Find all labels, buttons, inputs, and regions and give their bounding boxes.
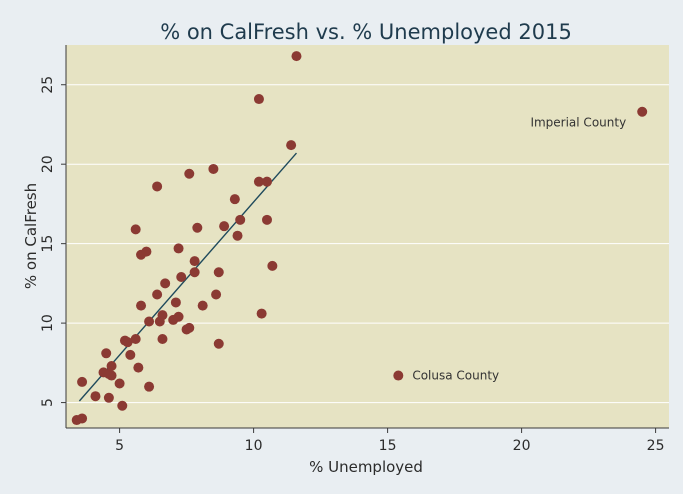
point-annotation: Imperial County (530, 116, 626, 130)
scatter-point (235, 214, 246, 225)
scatter-point (637, 106, 648, 117)
scatter-point (152, 181, 163, 192)
scatter-point (122, 337, 133, 348)
scatter-point (189, 267, 200, 278)
scatter-point (192, 222, 203, 233)
x-tick-label: 15 (379, 438, 397, 454)
scatter-point (189, 256, 200, 267)
scatter-point (229, 194, 240, 205)
gridlines (66, 84, 669, 404)
scatter-point (114, 378, 125, 389)
scatter-point (106, 361, 117, 372)
scatter-point (232, 230, 243, 241)
scatter-point (117, 400, 128, 411)
point-annotation: Colusa County (412, 369, 499, 383)
x-tick-label: 10 (245, 438, 263, 454)
chart-title: % on CalFresh vs. % Unemployed 2015 (160, 20, 572, 44)
scatter-point (141, 246, 152, 257)
scatter-point (90, 391, 101, 402)
annotation-layer: Imperial County Colusa County (412, 116, 626, 383)
scatter-point (176, 272, 187, 283)
scatter-point (286, 140, 297, 151)
x-tick-label: 25 (647, 438, 665, 454)
scatter-point (160, 278, 171, 289)
scatter-point (173, 243, 184, 254)
scatter-point (211, 289, 222, 300)
y-axis-title: % on CalFresh (22, 183, 40, 289)
scatter-point (253, 176, 264, 187)
scatter-point (267, 260, 278, 271)
scatter-point (133, 362, 144, 373)
scatter-point (144, 381, 155, 392)
scatter-point (262, 214, 272, 225)
scatter-point (125, 349, 136, 360)
scatter-point (253, 94, 264, 105)
scatter-point (77, 376, 88, 387)
scatter-point (144, 316, 155, 327)
scatter-point (184, 168, 195, 179)
y-tick-label: 15 (40, 235, 56, 253)
x-axis-title: % Unemployed (309, 458, 423, 476)
scatter-point (197, 300, 208, 311)
scatter-point (208, 163, 219, 174)
scatter-point (291, 51, 302, 62)
scatter-point (256, 308, 267, 319)
x-tick-label: 20 (513, 438, 531, 454)
y-tick-label: 25 (40, 76, 56, 94)
scatter-point (170, 297, 181, 308)
plot-area (66, 45, 669, 428)
scatter-point (136, 300, 147, 311)
scatter-point (213, 338, 224, 349)
y-tick-label: 20 (40, 155, 56, 173)
x-tick-label: 5 (115, 438, 124, 454)
y-tick-label: 10 (40, 314, 56, 332)
fit-line-layer (78, 152, 298, 402)
y-tick-label: 5 (40, 398, 56, 407)
scatter-point (157, 334, 168, 345)
scatter-point (106, 370, 117, 381)
scatter-point (262, 176, 272, 187)
scatter-point (184, 322, 195, 333)
scatter-point (393, 370, 404, 381)
scatter-point (101, 348, 112, 359)
scatter-point (157, 310, 168, 321)
scatter-point (173, 311, 184, 322)
scatter-point (213, 267, 224, 278)
scatter-point (130, 224, 141, 235)
fit-line (78, 152, 298, 402)
axis-ticks: 5 10 15 20 25 5 10 15 20 25 (40, 76, 665, 454)
scatter-point (77, 413, 88, 424)
scatter-point (219, 221, 230, 232)
scatter-point (130, 334, 141, 345)
point-layer (71, 51, 648, 426)
scatter-point (103, 392, 114, 403)
scatter-point (152, 289, 163, 300)
